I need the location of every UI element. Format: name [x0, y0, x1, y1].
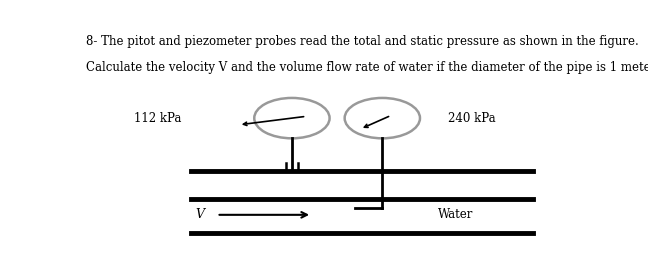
Text: Calculate the velocity V and the volume flow rate of water if the diameter of th: Calculate the velocity V and the volume … — [86, 61, 648, 74]
Text: 8- The pitot and piezometer probes read the total and static pressure as shown i: 8- The pitot and piezometer probes read … — [86, 35, 639, 48]
Text: V: V — [195, 208, 204, 221]
Text: Water: Water — [437, 208, 473, 221]
Ellipse shape — [345, 98, 420, 138]
Text: 112 kPa: 112 kPa — [134, 112, 181, 125]
Ellipse shape — [254, 98, 330, 138]
Text: 240 kPa: 240 kPa — [448, 112, 495, 125]
